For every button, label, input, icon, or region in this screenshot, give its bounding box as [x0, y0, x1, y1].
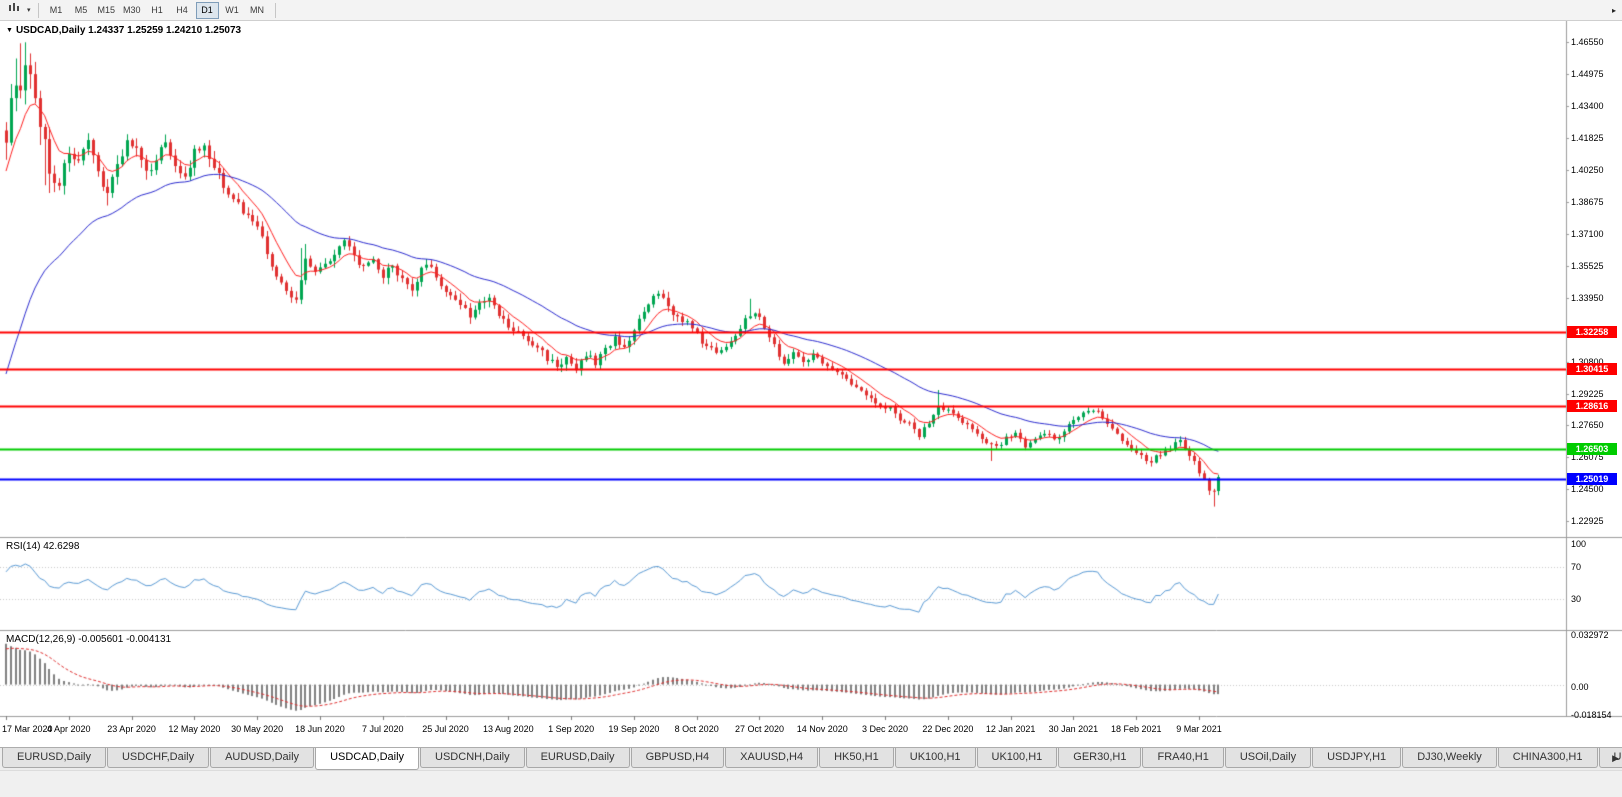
- chart-type-caret-icon[interactable]: ▾: [27, 7, 31, 14]
- price-chart-canvas[interactable]: [0, 21, 1622, 747]
- price-axis-label: 1.43400: [1571, 101, 1604, 112]
- price-axis-label: 1.29225: [1571, 388, 1604, 399]
- price-axis-label: 1.35525: [1571, 260, 1604, 271]
- candlestick-chart-icon: [8, 1, 21, 19]
- date-axis-label: 8 Oct 2020: [674, 724, 719, 734]
- date-axis-label: 3 Dec 2020: [862, 724, 909, 734]
- toolbar-separator: [274, 2, 276, 18]
- date-axis-label: 12 Jan 2021: [985, 724, 1036, 734]
- date-axis-label: 23 Apr 2020: [107, 724, 156, 734]
- hline-price-tag[interactable]: 1.32258: [1567, 326, 1617, 339]
- rsi-axis-label: 70: [1571, 562, 1582, 573]
- date-axis-label: 18 Jun 2020: [295, 724, 345, 734]
- timeframe-toolbar: M1 M5 M15 M30 H1 H4 D1 W1 MN: [44, 1, 270, 19]
- chart-tab-eurusd-daily[interactable]: EURUSD,Daily: [525, 748, 630, 768]
- date-axis-label: 30 Jan 2021: [1048, 724, 1099, 734]
- chart-tab-audusd-daily[interactable]: AUDUSD,Daily: [210, 748, 315, 768]
- date-axis-label: 13 Aug 2020: [483, 724, 534, 734]
- toolbar-overflow-icon[interactable]: ▸: [1611, 5, 1616, 15]
- date-axis-label: 25 Jul 2020: [422, 724, 469, 734]
- rsi-axis-label: 100: [1571, 539, 1587, 549]
- chart-tab-dj30-weekly[interactable]: DJ30,Weekly: [1402, 748, 1497, 768]
- price-axis-label: 1.37100: [1571, 228, 1604, 239]
- rsi-indicator-label: RSI(14) 42.6298: [6, 541, 80, 552]
- chart-tab-ger30-h1[interactable]: GER30,H1: [1058, 748, 1142, 768]
- chart-tab-usdchf-daily[interactable]: USDCHF,Daily: [106, 748, 210, 768]
- timeframe-button-h4[interactable]: H4: [176, 4, 188, 15]
- price-axis-label: 1.24500: [1571, 484, 1604, 495]
- chart-title: ▼ USDCAD,Daily 1.24337 1.25259 1.24210 1.…: [6, 25, 241, 36]
- chart-tabs-strip: EURUSD,Daily USDCHF,Daily AUDUSD,Daily USDC…: [2, 748, 1622, 770]
- chart-tab-fra40-h1[interactable]: FRA40,H1: [1142, 748, 1224, 768]
- chart-tab-usoil-daily[interactable]: USOil,Daily: [1224, 748, 1312, 768]
- date-axis-label: 22 Dec 2020: [922, 724, 974, 734]
- date-axis-label: 18 Feb 2021: [1110, 724, 1162, 734]
- macd-axis-label: 0.032972: [1571, 630, 1609, 640]
- date-axis-label: 4 Apr 2020: [47, 724, 91, 734]
- timeframe-button-mn[interactable]: MN: [250, 4, 265, 15]
- date-axis-label: 27 Oct 2020: [734, 724, 784, 734]
- chart-tab-xauusd-h4[interactable]: XAUUSD,H4: [725, 748, 819, 768]
- price-axis-label: 1.33950: [1571, 292, 1604, 303]
- price-axis-label: 1.40250: [1571, 165, 1604, 176]
- toolbar-separator: [37, 2, 39, 18]
- price-axis-label: 1.27650: [1571, 420, 1604, 431]
- axis-labels-layer: 1.46550 1.44975 1.43400 1.41825 1.40250 1.386…: [0, 21, 1622, 747]
- price-axis-label: 1.30800: [1571, 356, 1604, 367]
- chart-tabs-bar: EURUSD,Daily USDCHF,Daily AUDUSD,Daily USDC…: [0, 747, 1622, 770]
- price-axis-label: 1.38675: [1571, 196, 1604, 207]
- timeframe-button-m1[interactable]: M1: [49, 4, 63, 15]
- chart-menu-icon: ▼: [6, 27, 13, 34]
- timeframe-button-m30[interactable]: M30: [123, 4, 141, 15]
- price-axis-label: 1.26075: [1571, 452, 1604, 463]
- chart-type-button[interactable]: [5, 2, 24, 19]
- chart-tab-eurusd-daily[interactable]: EURUSD,Daily: [2, 748, 106, 768]
- macd-axis-label: 0.00: [1571, 681, 1589, 692]
- chart-tab-uso[interactable]: USO: [1598, 748, 1622, 768]
- timeframe-button-w1[interactable]: W1: [225, 4, 239, 15]
- date-axis-label: 14 Nov 2020: [796, 724, 848, 734]
- chart-tab-usdcad-daily[interactable]: USDCAD,Daily: [315, 748, 420, 770]
- timeframe-button-d1[interactable]: D1: [195, 1, 219, 19]
- date-axis-label: 12 May 2020: [168, 724, 221, 734]
- price-axis-label: 1.22925: [1571, 516, 1604, 527]
- hline-price-tag[interactable]: 1.25019: [1567, 472, 1617, 485]
- chart-tab-china300-h1[interactable]: CHINA300,H1: [1497, 748, 1598, 768]
- chart-tab-hk50-h1[interactable]: HK50,H1: [819, 748, 894, 768]
- chart-tab-uk100-h1[interactable]: UK100,H1: [976, 748, 1058, 768]
- chart-tab-uk100-h1[interactable]: UK100,H1: [894, 748, 976, 768]
- date-axis-label: 1 Sep 2020: [548, 724, 595, 734]
- chart-title-text: USDCAD,Daily 1.24337 1.25259 1.24210 1.2…: [15, 25, 242, 36]
- rsi-axis-label: 30: [1571, 593, 1582, 604]
- timeframe-button-h1[interactable]: H1: [151, 4, 163, 15]
- hline-price-tag[interactable]: 1.28616: [1567, 399, 1617, 412]
- status-bar: [0, 770, 1622, 797]
- date-axis-label: 17 Mar 2020: [2, 724, 53, 734]
- price-axis-label: 1.41825: [1571, 133, 1604, 144]
- top-toolbar: ▾ M1 M5 M15 M30 H1 H4 D1 W1 MN ▸: [0, 0, 1622, 21]
- price-axis-label: 1.46550: [1571, 37, 1604, 48]
- hline-price-tag[interactable]: 1.26503: [1567, 442, 1617, 455]
- date-axis-label: 7 Jul 2020: [361, 724, 404, 734]
- price-axis-label: 1.44975: [1571, 69, 1604, 80]
- hline-price-tag[interactable]: 1.30415: [1567, 363, 1617, 376]
- chart-window: 1.46550 1.44975 1.43400 1.41825 1.40250 1.386…: [0, 21, 1622, 747]
- timeframe-button-m15[interactable]: M15: [97, 4, 116, 15]
- tab-scroll-right-icon[interactable]: ▶: [1612, 753, 1619, 763]
- chart-tab-usdcnh-daily[interactable]: USDCNH,Daily: [420, 748, 525, 768]
- macd-indicator-label: MACD(12,26,9) -0.005601 -0.004131: [6, 634, 172, 645]
- timeframe-button-m5[interactable]: M5: [74, 4, 88, 15]
- macd-axis-label: -0.018154: [1571, 710, 1612, 720]
- date-axis-label: 9 Mar 2021: [1176, 724, 1222, 734]
- date-axis-label: 19 Sep 2020: [608, 724, 660, 734]
- chart-tab-gbpusd-h4[interactable]: GBPUSD,H4: [630, 748, 725, 768]
- date-axis-label: 30 May 2020: [231, 724, 284, 734]
- chart-tab-usdjpy-h1[interactable]: USDJPY,H1: [1312, 748, 1402, 768]
